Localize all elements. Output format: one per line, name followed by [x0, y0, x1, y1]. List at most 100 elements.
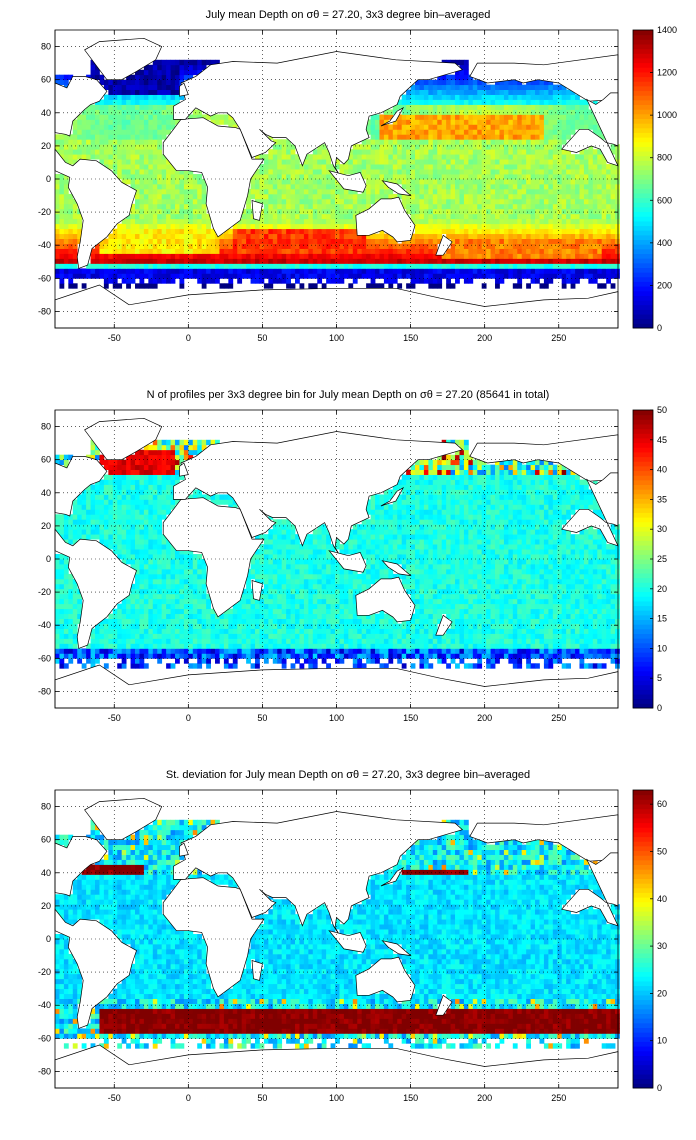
- heatmap-cell: [450, 114, 456, 120]
- heatmap-cell: [383, 124, 389, 130]
- heatmap-cell: [410, 213, 416, 220]
- heatmap-cell: [579, 258, 585, 264]
- heatmap-cell: [561, 253, 567, 259]
- heatmap-cell: [512, 213, 518, 220]
- heatmap-cell: [317, 179, 323, 185]
- heatmap-cell: [570, 129, 576, 135]
- heatmap-cell: [130, 74, 136, 81]
- heatmap-cell: [459, 119, 465, 125]
- heatmap-cell: [535, 663, 540, 669]
- heatmap-cell: [286, 174, 291, 180]
- heatmap-cell: [157, 258, 163, 264]
- heatmap-cell: [86, 268, 91, 274]
- heatmap-cell: [86, 653, 91, 659]
- heatmap-cell: [428, 228, 434, 235]
- heatmap-cell: [99, 248, 105, 254]
- heatmap-cell: [77, 218, 83, 225]
- heatmap-cell: [357, 268, 363, 274]
- heatmap-cell: [303, 243, 309, 249]
- heatmap-cell: [295, 218, 300, 225]
- heatmap-cell: [303, 179, 309, 185]
- heatmap-cell: [601, 223, 607, 230]
- heatmap-cell: [108, 154, 114, 160]
- heatmap-cell: [317, 238, 323, 244]
- heatmap-cell: [317, 628, 323, 634]
- heatmap-cell: [535, 79, 540, 86]
- heatmap-cell: [366, 193, 371, 200]
- heatmap-cell: [543, 648, 549, 654]
- heatmap-cell: [548, 183, 554, 190]
- heatmap-cell: [521, 124, 527, 130]
- heatmap-cell: [223, 253, 229, 259]
- heatmap-cell: [597, 628, 603, 634]
- heatmap-cell: [579, 174, 585, 180]
- heatmap-cell: [370, 149, 376, 155]
- heatmap-cell: [503, 643, 509, 649]
- heatmap-cell: [370, 643, 376, 649]
- heatmap-cell: [410, 258, 416, 264]
- heatmap-cell: [552, 109, 558, 115]
- heatmap-cell: [446, 203, 451, 210]
- heatmap-cell: [543, 663, 549, 669]
- heatmap-cell: [499, 258, 505, 264]
- heatmap-cell: [548, 263, 554, 269]
- heatmap-cell: [255, 233, 260, 239]
- heatmap-cell: [428, 159, 434, 165]
- heatmap-cell: [468, 179, 474, 185]
- heatmap-cell: [615, 648, 620, 654]
- heatmap-cell: [472, 89, 478, 95]
- heatmap-cell: [263, 198, 269, 205]
- heatmap-cell: [246, 198, 251, 205]
- heatmap-cell: [152, 633, 158, 639]
- heatmap-cell: [575, 109, 580, 115]
- heatmap-cell: [130, 653, 136, 659]
- heatmap-cell: [330, 628, 336, 634]
- heatmap-cell: [272, 253, 278, 259]
- heatmap-cell: [530, 114, 536, 120]
- heatmap-cell: [170, 278, 176, 284]
- heatmap-cell: [317, 268, 323, 274]
- heatmap-cell: [388, 174, 394, 180]
- heatmap-cell: [143, 283, 149, 289]
- heatmap-cell: [597, 653, 603, 659]
- heatmap-cell: [455, 174, 460, 180]
- heatmap-cell: [499, 653, 505, 659]
- heatmap-cell: [223, 273, 229, 279]
- heatmap-cell: [281, 198, 287, 205]
- heatmap-cell: [579, 243, 585, 249]
- heatmap-cell: [277, 208, 283, 215]
- heatmap-cell: [157, 208, 163, 215]
- heatmap-cell: [539, 208, 545, 215]
- heatmap-cell: [206, 273, 211, 279]
- heatmap-cell: [495, 653, 500, 659]
- heatmap-cell: [588, 218, 594, 225]
- heatmap-cell: [206, 258, 211, 264]
- heatmap-cell: [286, 278, 291, 284]
- heatmap-cell: [139, 114, 145, 120]
- heatmap-cell: [335, 658, 340, 664]
- heatmap-cell: [139, 183, 145, 190]
- heatmap-cell: [259, 208, 265, 215]
- heatmap-cell: [95, 129, 100, 135]
- heatmap-cell: [557, 198, 563, 205]
- heatmap-cell: [121, 223, 127, 230]
- heatmap-cell: [68, 149, 74, 155]
- heatmap-cell: [592, 273, 598, 279]
- heatmap-cell: [330, 223, 336, 230]
- heatmap-cell: [63, 154, 69, 160]
- heatmap-cell: [237, 648, 243, 654]
- heatmap-cell: [592, 663, 598, 669]
- heatmap-cell: [446, 233, 451, 239]
- heatmap-cell: [303, 174, 309, 180]
- heatmap-cell: [375, 238, 380, 244]
- heatmap-cell: [139, 154, 145, 160]
- heatmap-cell: [570, 179, 576, 185]
- heatmap-cell: [512, 139, 518, 145]
- heatmap-cell: [423, 169, 429, 175]
- heatmap-cell: [579, 179, 585, 185]
- heatmap-cell: [610, 648, 616, 654]
- heatmap-cell: [286, 159, 291, 165]
- heatmap-cell: [419, 114, 425, 120]
- heatmap-cell: [228, 283, 234, 289]
- heatmap-cell: [335, 248, 340, 254]
